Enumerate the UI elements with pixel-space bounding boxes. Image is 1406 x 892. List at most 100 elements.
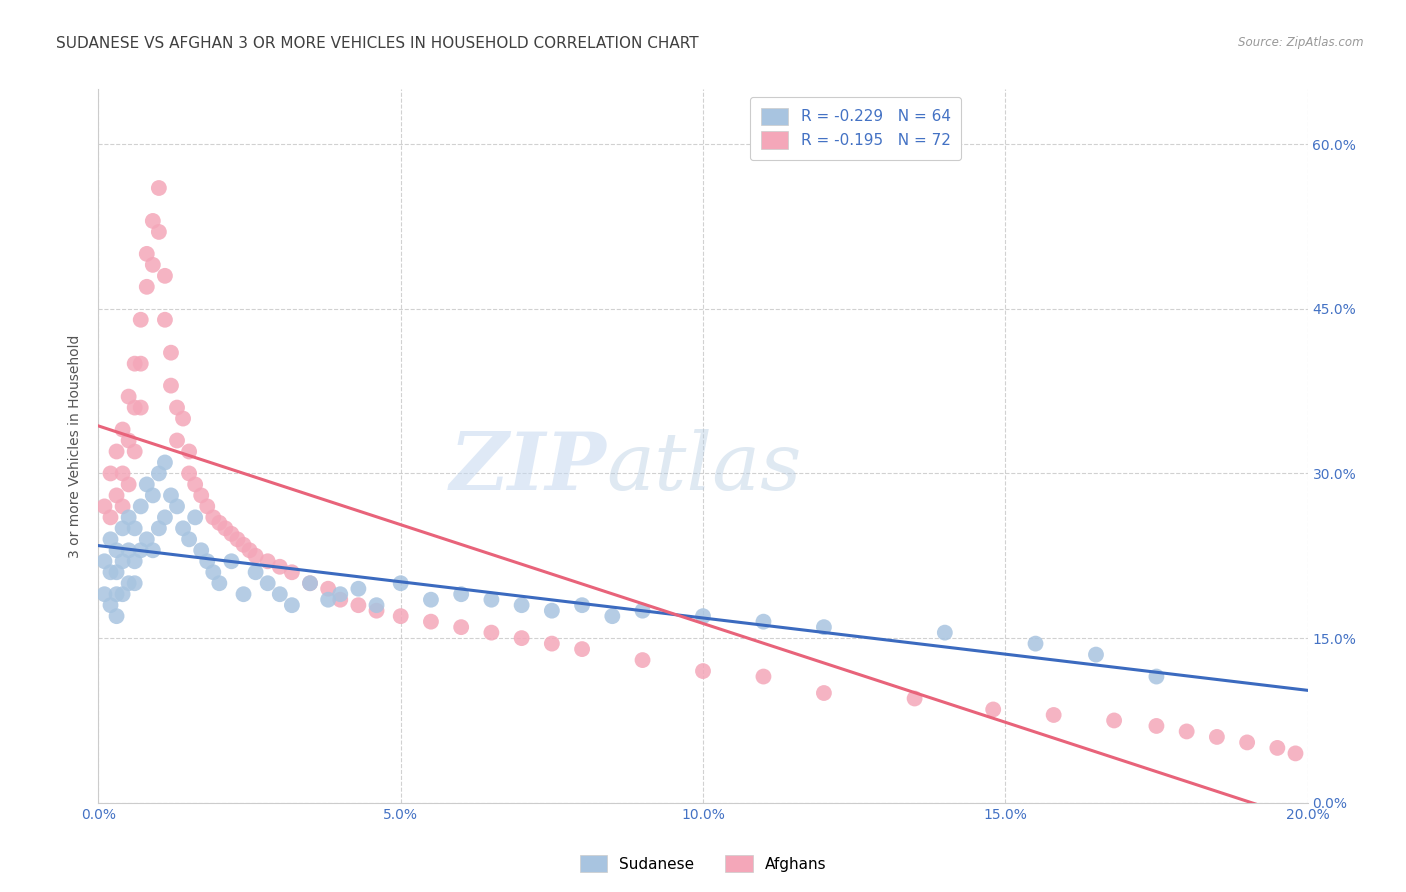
Point [904, 691, 927, 706]
Point [179, 444, 201, 458]
Point [118, 510, 141, 524]
Point [221, 526, 243, 541]
Point [692, 664, 714, 678]
Point [299, 576, 322, 591]
Point [245, 566, 267, 580]
Point [316, 582, 339, 596]
Point [450, 620, 472, 634]
Point [1267, 740, 1289, 755]
Point [540, 637, 562, 651]
Point [299, 576, 322, 591]
Point [153, 455, 176, 469]
Point [111, 500, 134, 514]
Point [124, 357, 146, 371]
Point [226, 533, 249, 547]
Point [142, 488, 165, 502]
Point [631, 604, 654, 618]
Point [135, 533, 157, 547]
Point [329, 587, 352, 601]
Point [184, 510, 207, 524]
Point [142, 543, 165, 558]
Point [420, 615, 443, 629]
Text: SUDANESE VS AFGHAN 3 OR MORE VEHICLES IN HOUSEHOLD CORRELATION CHART: SUDANESE VS AFGHAN 3 OR MORE VEHICLES IN… [56, 36, 699, 51]
Point [124, 444, 146, 458]
Point [179, 467, 201, 481]
Point [208, 576, 231, 591]
Point [420, 592, 443, 607]
Point [148, 225, 170, 239]
Point [172, 411, 194, 425]
Point [135, 280, 157, 294]
Point [631, 653, 654, 667]
Point [166, 434, 188, 448]
Point [153, 312, 176, 326]
Point [281, 598, 304, 612]
Point [124, 401, 146, 415]
Point [160, 378, 183, 392]
Point [118, 434, 141, 448]
Point [329, 592, 352, 607]
Point [540, 604, 562, 618]
Point [202, 566, 225, 580]
Point [166, 401, 188, 415]
Point [142, 258, 165, 272]
Point [316, 592, 339, 607]
Point [752, 669, 775, 683]
Point [160, 488, 183, 502]
Point [281, 566, 304, 580]
Point [1042, 708, 1064, 723]
Point [269, 559, 291, 574]
Point [105, 444, 128, 458]
Point [269, 587, 291, 601]
Point [111, 423, 134, 437]
Point [813, 686, 835, 700]
Point [129, 312, 152, 326]
Point [571, 598, 593, 612]
Text: atlas: atlas [606, 429, 801, 506]
Point [153, 510, 176, 524]
Point [366, 598, 388, 612]
Point [571, 642, 593, 657]
Point [692, 609, 714, 624]
Point [221, 554, 243, 568]
Point [93, 554, 115, 568]
Point [450, 587, 472, 601]
Point [981, 702, 1004, 716]
Point [124, 521, 146, 535]
Text: ZIP: ZIP [450, 429, 606, 506]
Point [510, 598, 533, 612]
Point [347, 598, 370, 612]
Point [1144, 719, 1167, 733]
Point [232, 587, 254, 601]
Point [1175, 724, 1198, 739]
Point [105, 566, 128, 580]
Point [111, 587, 134, 601]
Point [245, 549, 267, 563]
Point [148, 181, 170, 195]
Point [153, 268, 176, 283]
Y-axis label: 3 or more Vehicles in Household: 3 or more Vehicles in Household [69, 334, 83, 558]
Point [129, 357, 152, 371]
Point [1102, 714, 1125, 728]
Point [195, 554, 218, 568]
Point [93, 587, 115, 601]
Point [135, 247, 157, 261]
Point [1236, 735, 1258, 749]
Point [142, 214, 165, 228]
Point [1144, 669, 1167, 683]
Point [160, 345, 183, 359]
Point [105, 488, 128, 502]
Point [389, 609, 412, 624]
Point [100, 467, 122, 481]
Point [100, 566, 122, 580]
Point [172, 521, 194, 535]
Point [752, 615, 775, 629]
Point [118, 390, 141, 404]
Point [481, 625, 503, 640]
Point [256, 554, 278, 568]
Point [389, 576, 412, 591]
Point [239, 543, 262, 558]
Point [481, 592, 503, 607]
Point [1085, 648, 1108, 662]
Point [166, 500, 188, 514]
